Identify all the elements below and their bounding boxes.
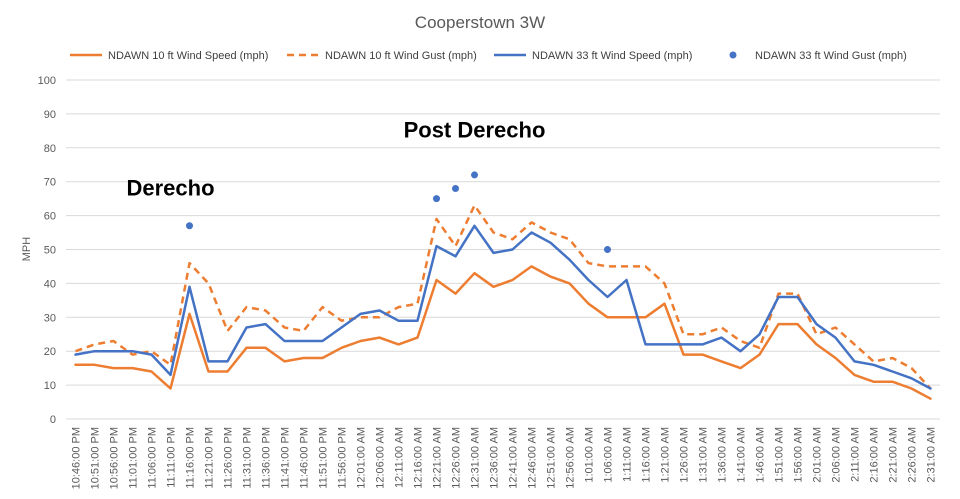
legend-swatch <box>729 51 737 59</box>
x-tick-label: 12:41:00 AM <box>508 427 520 489</box>
y-tick-label: 70 <box>44 177 56 189</box>
x-tick-label: 10:46:00 PM <box>71 427 83 489</box>
x-tick-label: 11:36:00 PM <box>261 427 273 489</box>
gust-marker <box>433 195 440 203</box>
x-tick-label: 2:21:00 AM <box>888 427 900 483</box>
x-tick-label: 12:06:00 AM <box>375 427 387 489</box>
y-tick-label: 20 <box>44 346 56 358</box>
x-tick-label: 1:01:00 AM <box>584 427 596 483</box>
series-line-2 <box>75 204 932 390</box>
x-tick-label: 2:31:00 AM <box>926 427 938 483</box>
annotations: Derecho Post Derecho <box>126 118 545 201</box>
x-tick-label: 11:06:00 PM <box>147 427 159 489</box>
series-line-3 <box>74 224 932 390</box>
gust-marker <box>186 222 193 230</box>
x-tick-label: 12:36:00 AM <box>489 427 501 489</box>
x-tick-label: 11:56:00 PM <box>337 427 349 489</box>
x-tick-label: 12:51:00 AM <box>546 427 558 489</box>
chart-title: Cooperstown 3W <box>415 13 545 32</box>
x-tick-label: 2:16:00 AM <box>869 427 881 483</box>
x-tick-label: 1:31:00 AM <box>698 427 710 483</box>
x-tick-label: 11:26:00 PM <box>223 427 235 489</box>
legend-label: NDAWN 10 ft Wind Gust (mph) <box>325 50 477 62</box>
x-tick-label: 12:26:00 AM <box>451 427 463 489</box>
x-axis-ticks: 10:46:00 PM 10:51:00 PM 10:56:00 PM 11:01:0… <box>71 427 938 489</box>
y-tick-label: 30 <box>44 312 56 324</box>
x-tick-label: 1:21:00 AM <box>660 427 672 483</box>
annotation-label: Post Derecho <box>404 118 546 143</box>
x-tick-label: 12:31:00 AM <box>470 427 482 489</box>
x-tick-label: 12:11:00 AM <box>394 427 406 488</box>
x-tick-label: 11:51:00 PM <box>318 427 330 489</box>
x-tick-label: 1:36:00 AM <box>717 427 729 483</box>
y-tick-label: 0 <box>50 414 56 426</box>
x-tick-label: 1:06:00 AM <box>603 427 615 483</box>
y-tick-label: 50 <box>44 245 56 257</box>
y-tick-label: 90 <box>44 109 56 121</box>
x-tick-label: 1:16:00 AM <box>641 427 653 483</box>
x-tick-label: 12:56:00 AM <box>565 427 577 489</box>
x-tick-label: 10:51:00 PM <box>90 427 102 489</box>
x-tick-label: 2:06:00 AM <box>831 427 843 483</box>
series-line-1 <box>74 265 932 400</box>
x-tick-label: 1:51:00 AM <box>774 427 786 483</box>
x-tick-label: 2:11:00 AM <box>850 427 862 482</box>
x-tick-label: 2:26:00 AM <box>907 427 919 483</box>
x-tick-label: 1:56:00 AM <box>793 427 805 483</box>
legend: NDAWN 10 ft Wind Speed (mph) NDAWN 10 ft … <box>70 50 907 62</box>
legend-label: NDAWN 33 ft Wind Gust (mph) <box>755 50 907 62</box>
y-axis-ticks: 0 10 20 30 40 50 60 70 80 90 100 <box>38 75 56 426</box>
x-tick-label: 11:46:00 PM <box>299 427 311 489</box>
gust-marker <box>604 246 611 253</box>
y-tick-label: 60 <box>44 211 56 223</box>
x-tick-label: 1:46:00 AM <box>755 427 767 483</box>
x-tick-label: 12:16:00 AM <box>413 427 425 489</box>
y-axis-label: MPH <box>21 237 33 262</box>
x-tick-label: 1:26:00 AM <box>679 427 691 483</box>
x-tick-label: 1:11:00 AM <box>622 427 634 482</box>
x-tick-label: 12:21:00 AM <box>432 427 444 489</box>
annotation-label: Derecho <box>126 175 214 200</box>
x-tick-label: 10:56:00 PM <box>109 427 121 489</box>
y-tick-label: 100 <box>38 75 56 87</box>
x-tick-label: 2:01:00 AM <box>812 427 824 483</box>
y-tick-label: 80 <box>44 143 56 155</box>
x-tick-label: 11:01:00 PM <box>128 427 140 489</box>
x-tick-label: 11:41:00 PM <box>280 427 292 489</box>
legend-label: NDAWN 10 ft Wind Speed (mph) <box>108 50 268 62</box>
gridlines <box>66 79 940 420</box>
x-tick-label: 12:01:00 AM <box>356 427 368 489</box>
x-tick-label: 12:46:00 AM <box>527 427 539 489</box>
y-tick-label: 40 <box>44 278 56 290</box>
gust-marker <box>471 171 478 179</box>
x-tick-label: 11:21:00 PM <box>204 427 216 489</box>
x-tick-label: 1:41:00 AM <box>736 427 748 483</box>
x-tick-label: 11:16:00 PM <box>185 427 197 489</box>
legend-label: NDAWN 33 ft Wind Speed (mph) <box>532 50 692 62</box>
series <box>74 171 932 400</box>
gust-marker <box>452 184 459 192</box>
y-tick-label: 10 <box>44 380 56 392</box>
x-tick-label: 11:11:00 PM <box>166 427 178 488</box>
x-tick-label: 11:31:00 PM <box>242 427 254 489</box>
